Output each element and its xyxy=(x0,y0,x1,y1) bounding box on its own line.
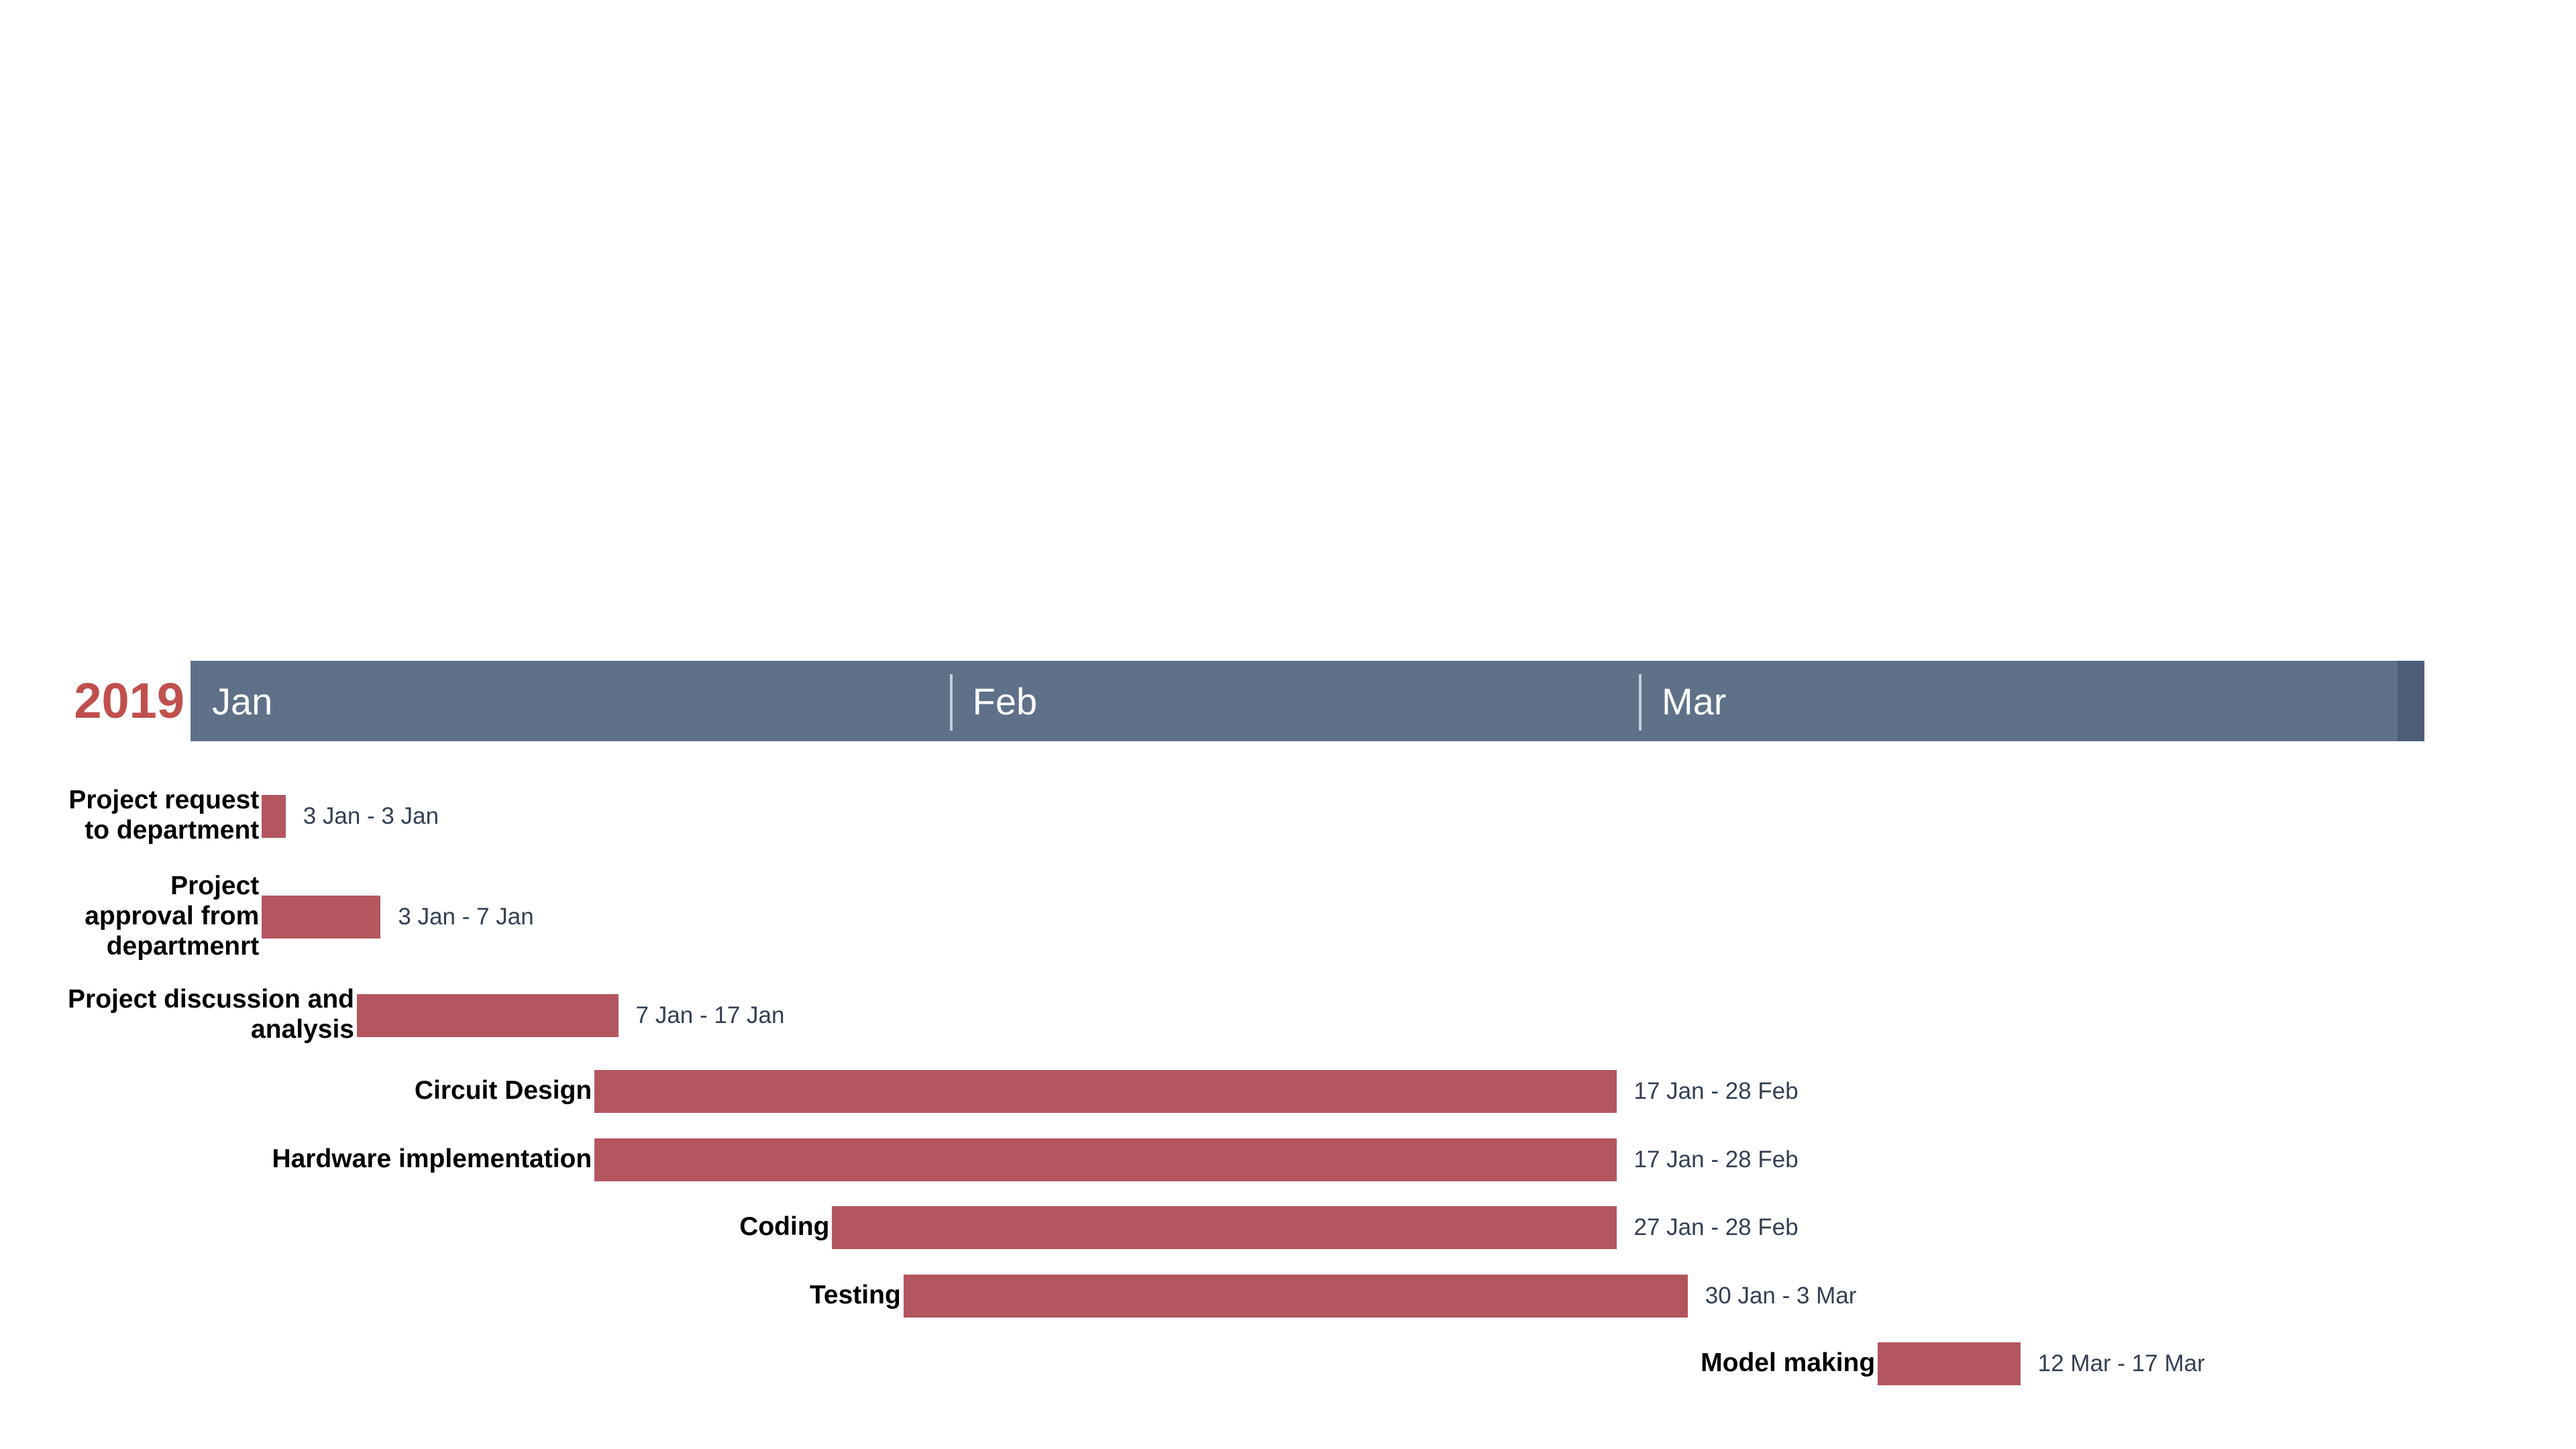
year-label: 2019 xyxy=(74,673,184,729)
month-header: Jan Feb Mar xyxy=(191,661,2424,741)
month-divider xyxy=(949,674,953,731)
task-date-range: 17 Jan - 28 Feb xyxy=(1633,1146,1799,1173)
task-label: Circuit Design xyxy=(414,1075,592,1105)
month-header-end-cap xyxy=(2398,661,2424,741)
month-label-jan: Jan xyxy=(212,680,273,722)
task-bar xyxy=(594,1070,1617,1113)
task-bar xyxy=(1878,1342,2021,1385)
task-bar xyxy=(356,994,619,1037)
task-label: Project approval from departmenrt xyxy=(85,871,260,961)
task-label: Testing xyxy=(809,1280,901,1309)
task-date-range: 17 Jan - 28 Feb xyxy=(1633,1078,1799,1104)
task-bar xyxy=(594,1138,1617,1181)
task-label: Model making xyxy=(1701,1348,1876,1377)
task-date-range: 3 Jan - 7 Jan xyxy=(398,904,534,930)
task-date-range: 12 Mar - 17 Mar xyxy=(2037,1350,2205,1377)
month-divider xyxy=(1638,674,1642,731)
task-label: Coding xyxy=(739,1212,830,1241)
task-date-range: 27 Jan - 28 Feb xyxy=(1633,1214,1799,1240)
task-label: Project request to department xyxy=(68,786,260,845)
task-bar xyxy=(262,795,286,838)
task-bar xyxy=(832,1206,1617,1249)
month-label-mar: Mar xyxy=(1661,680,1727,722)
task-bar xyxy=(262,896,381,938)
task-date-range: 3 Jan - 3 Jan xyxy=(303,803,439,829)
task-label: Project discussion and analysis xyxy=(68,985,354,1044)
task-date-range: 30 Jan - 3 Mar xyxy=(1705,1283,1857,1309)
task-label: Hardware implementation xyxy=(272,1144,592,1173)
task-date-range: 7 Jan - 17 Jan xyxy=(635,1002,785,1028)
month-label-feb: Feb xyxy=(972,680,1038,722)
task-bar xyxy=(903,1275,1688,1318)
